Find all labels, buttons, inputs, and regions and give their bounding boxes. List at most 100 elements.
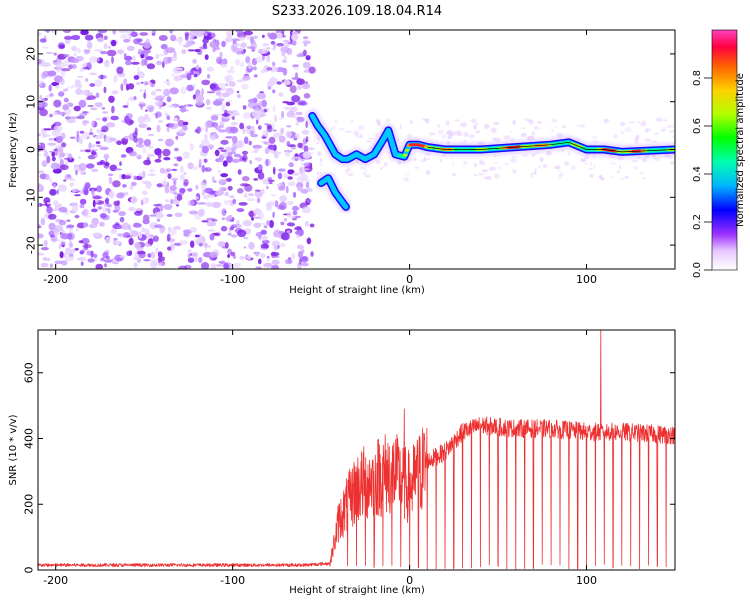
noise-blob <box>108 190 115 199</box>
noise-blob <box>236 208 245 213</box>
noise-blob <box>277 168 286 172</box>
noise-blob <box>64 159 69 166</box>
noise-blob <box>132 223 142 228</box>
noise-blob <box>128 237 134 246</box>
noise-blob <box>64 88 69 92</box>
noise-blob <box>199 242 203 247</box>
noise-blob <box>119 161 122 167</box>
noise-blob <box>189 226 198 233</box>
noise-blob <box>69 136 76 139</box>
noise-blob <box>163 88 171 97</box>
haze-blob <box>493 122 500 125</box>
noise-blob <box>261 239 270 244</box>
noise-blob <box>104 199 108 203</box>
noise-blob <box>53 183 56 188</box>
noise-blob <box>215 98 225 102</box>
noise-blob <box>38 233 44 239</box>
noise-blob <box>201 145 209 154</box>
noise-blob <box>86 41 93 49</box>
noise-blob <box>69 182 74 188</box>
noise-blob <box>76 115 85 120</box>
haze-blob <box>527 119 534 123</box>
noise-blob <box>136 154 142 160</box>
noise-blob <box>295 72 298 79</box>
haze-blob <box>542 164 548 169</box>
noise-blob <box>126 45 135 52</box>
noise-blob <box>192 94 197 100</box>
noise-blob <box>124 55 133 61</box>
noise-blob <box>138 231 143 239</box>
noise-blob <box>294 230 301 235</box>
noise-blob <box>279 195 288 203</box>
noise-blob <box>142 147 147 154</box>
haze-blob <box>631 159 638 163</box>
noise-blob <box>248 242 255 250</box>
noise-blob <box>108 137 117 142</box>
noise-blob <box>241 176 250 182</box>
haze-blob <box>313 140 316 142</box>
noise-blob <box>227 254 231 258</box>
noise-blob <box>106 204 113 208</box>
spectrogram-xtick-label: 100 <box>576 273 597 286</box>
noise-blob <box>144 81 149 86</box>
haze-blob <box>498 166 501 170</box>
noise-blob <box>268 32 278 40</box>
noise-blob <box>220 225 228 232</box>
noise-blob <box>173 225 182 230</box>
noise-blob <box>149 33 152 36</box>
noise-blob <box>145 56 154 61</box>
noise-blob <box>104 263 107 268</box>
noise-blob <box>166 115 171 121</box>
noise-blob <box>126 250 132 256</box>
noise-blob <box>47 70 57 77</box>
noise-blob <box>111 90 119 95</box>
noise-blob <box>294 133 300 138</box>
noise-blob <box>256 92 266 100</box>
noise-blob <box>114 222 120 226</box>
haze-blob <box>480 160 483 165</box>
noise-blob <box>111 56 114 64</box>
noise-blob <box>139 89 144 93</box>
haze-blob <box>558 169 562 172</box>
noise-blob <box>103 35 108 40</box>
noise-blob <box>88 56 98 63</box>
noise-blob <box>63 179 66 182</box>
noise-blob <box>95 118 101 121</box>
haze-blob <box>558 172 565 176</box>
noise-blob <box>77 135 83 143</box>
noise-blob <box>42 46 49 49</box>
haze-blob <box>482 168 488 173</box>
noise-blob <box>207 144 215 149</box>
noise-blob <box>51 156 56 162</box>
noise-blob <box>163 204 173 210</box>
noise-blob <box>236 94 241 98</box>
noise-blob <box>244 136 249 145</box>
noise-blob <box>79 204 85 209</box>
noise-blob <box>255 232 263 237</box>
haze-blob <box>316 141 320 144</box>
noise-blob <box>152 262 160 266</box>
noise-blob <box>180 86 187 95</box>
noise-blob <box>42 102 48 108</box>
haze-blob <box>407 133 413 139</box>
noise-blob <box>235 58 240 66</box>
noise-blob <box>123 175 131 180</box>
noise-blob <box>156 95 166 99</box>
noise-blob <box>206 66 214 72</box>
haze-blob <box>456 131 463 137</box>
noise-blob <box>149 259 159 263</box>
noise-blob <box>40 72 47 80</box>
haze-blob <box>539 127 542 131</box>
noise-blob <box>193 73 198 78</box>
noise-blob <box>266 55 270 63</box>
noise-blob <box>256 197 261 204</box>
haze-blob <box>364 175 371 178</box>
noise-blob <box>216 56 222 64</box>
noise-blob <box>40 262 49 268</box>
haze-blob <box>494 161 498 164</box>
haze-blob <box>383 162 389 166</box>
noise-blob <box>212 46 216 53</box>
noise-blob <box>160 43 168 50</box>
noise-blob <box>246 197 256 202</box>
haze-blob <box>349 170 352 173</box>
